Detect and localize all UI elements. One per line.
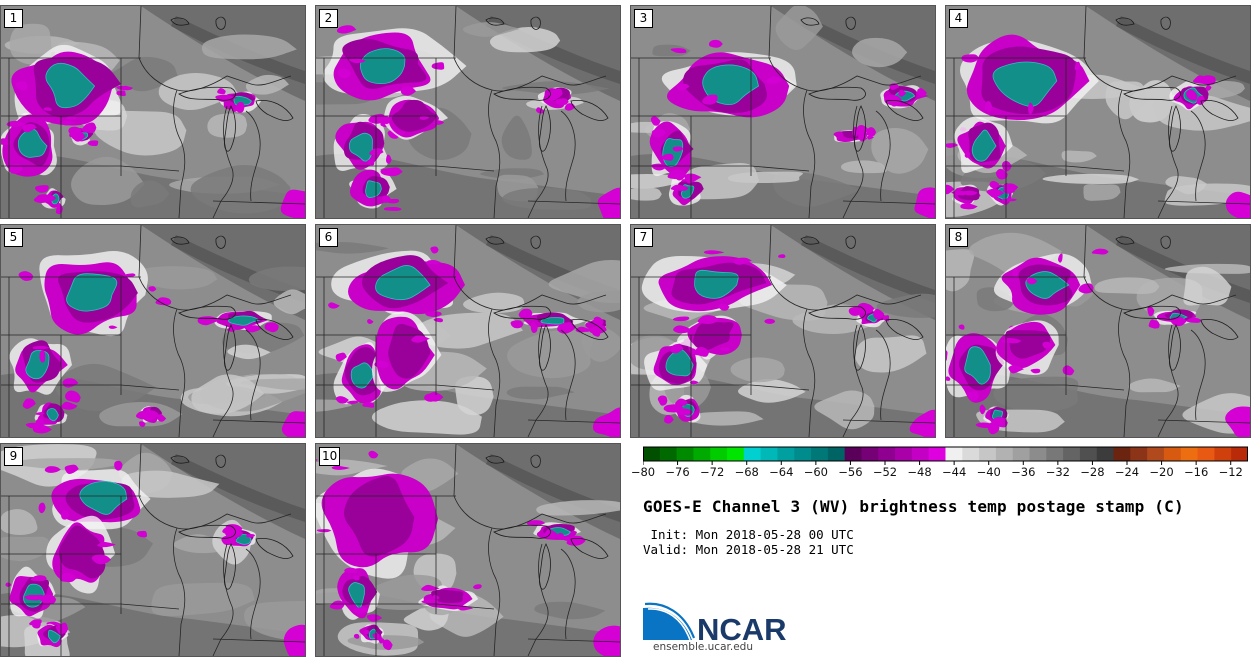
panel-number: 9 (4, 447, 23, 466)
colorbar-tick-label: −32 (1045, 465, 1070, 479)
colorbar-segment (1113, 447, 1131, 461)
colorbar-segment (827, 447, 846, 461)
colorbar-tick-label: −36 (1011, 465, 1036, 479)
colorbar-tick-label: −52 (872, 465, 898, 479)
stamp-panel: 7 (631, 225, 935, 437)
colorbar-segment (861, 447, 879, 461)
colorbar-segment (1063, 447, 1081, 461)
colorbar-segment (643, 447, 661, 461)
colorbar-tick-label: −60 (803, 465, 828, 479)
panel-number: 4 (949, 9, 968, 28)
colorbar-tick-label: −56 (838, 465, 863, 479)
colorbar-segment (878, 447, 896, 461)
stamp-panel: 1 (1, 6, 305, 218)
colorbar-segment (727, 447, 745, 461)
colorbar-tick-label: −76 (665, 465, 690, 479)
logo-url: ensemble.ucar.edu (653, 641, 753, 653)
colorbar-tick-label: −72 (700, 465, 725, 479)
colorbar-segment (1130, 447, 1148, 461)
colorbar-tick-label: −24 (1114, 465, 1140, 479)
colorbar-segment (962, 447, 980, 461)
wv-brightness-map (1, 6, 305, 218)
stamp-panel: 2 (316, 6, 620, 218)
wv-brightness-map (1, 225, 305, 437)
colorbar-segment (811, 447, 829, 461)
stamp-panel: 10 (316, 444, 620, 656)
colorbar-tick-label: −80 (630, 465, 656, 479)
figure-title: GOES-E Channel 3 (WV) brightness temp po… (643, 497, 1184, 516)
wv-brightness-map (631, 6, 935, 218)
colorbar-tick-label: −28 (1080, 465, 1105, 479)
panel-number: 5 (4, 228, 23, 247)
wv-brightness-map (1, 444, 305, 656)
stamp-panel: 9 (1, 444, 305, 656)
wv-brightness-map (631, 225, 935, 437)
colorbar-tick-label: −12 (1218, 465, 1243, 479)
colorbar-tick-label: −44 (942, 465, 967, 479)
colorbar-segment (1079, 447, 1098, 461)
wv-brightness-map (946, 225, 1250, 437)
colorbar-segment (1163, 447, 1182, 461)
colorbar-tick-label: −16 (1184, 465, 1209, 479)
colorbar-segment (659, 447, 678, 461)
colorbar-segment (693, 447, 711, 461)
colorbar-tick-label: −20 (1149, 465, 1174, 479)
wv-brightness-map (946, 6, 1250, 218)
ncar-logo: NCAR (643, 602, 787, 644)
valid-time: Valid: Mon 2018-05-28 21 UTC (643, 542, 854, 557)
panel-number: 1 (4, 9, 23, 28)
colorbar-tick-label: −40 (976, 465, 1001, 479)
colorbar-segment (1180, 447, 1199, 461)
panel-number: 10 (319, 447, 341, 466)
colorbar-segment (895, 447, 913, 461)
colorbar-segment (760, 447, 778, 461)
stamp-panel: 8 (946, 225, 1250, 437)
panel-number: 8 (949, 228, 968, 247)
stamp-panel: 3 (631, 6, 935, 218)
colorbar-segment (1096, 447, 1115, 461)
panel-number: 7 (634, 228, 653, 247)
colorbar-segment (1147, 447, 1165, 461)
svg-text:NCAR: NCAR (697, 612, 787, 644)
colorbar-segment (979, 447, 997, 461)
colorbar-tick-label: −48 (907, 465, 932, 479)
colorbar-segment (1046, 447, 1064, 461)
colorbar-segment (676, 447, 694, 461)
colorbar-segment (928, 447, 946, 461)
stamp-panel: 6 (316, 225, 620, 437)
wv-brightness-map (316, 225, 620, 437)
init-time: Init: Mon 2018-05-28 00 UTC (643, 527, 854, 542)
colorbar-tick-label: −64 (769, 465, 794, 479)
stamp-panel: 4 (946, 6, 1250, 218)
colorbar (643, 446, 1248, 465)
panel-number: 6 (319, 228, 338, 247)
colorbar-segment (1029, 447, 1047, 461)
colorbar-tick-label: −68 (734, 465, 759, 479)
colorbar-segment (1012, 447, 1031, 461)
colorbar-segment (995, 447, 1014, 461)
colorbar-segment (844, 447, 862, 461)
stamp-panel: 5 (1, 225, 305, 437)
colorbar-segment (1197, 447, 1215, 461)
colorbar-segment (743, 447, 762, 461)
colorbar-segment (710, 447, 728, 461)
panel-number: 2 (319, 9, 338, 28)
colorbar-segment (794, 447, 812, 461)
colorbar-segment (911, 447, 930, 461)
wv-brightness-map (316, 6, 620, 218)
colorbar-segment (945, 447, 963, 461)
colorbar-segment (1231, 447, 1248, 461)
panel-number: 3 (634, 9, 653, 28)
colorbar-segment (777, 447, 795, 461)
wv-brightness-map (316, 444, 620, 656)
colorbar-segment (1214, 447, 1232, 461)
